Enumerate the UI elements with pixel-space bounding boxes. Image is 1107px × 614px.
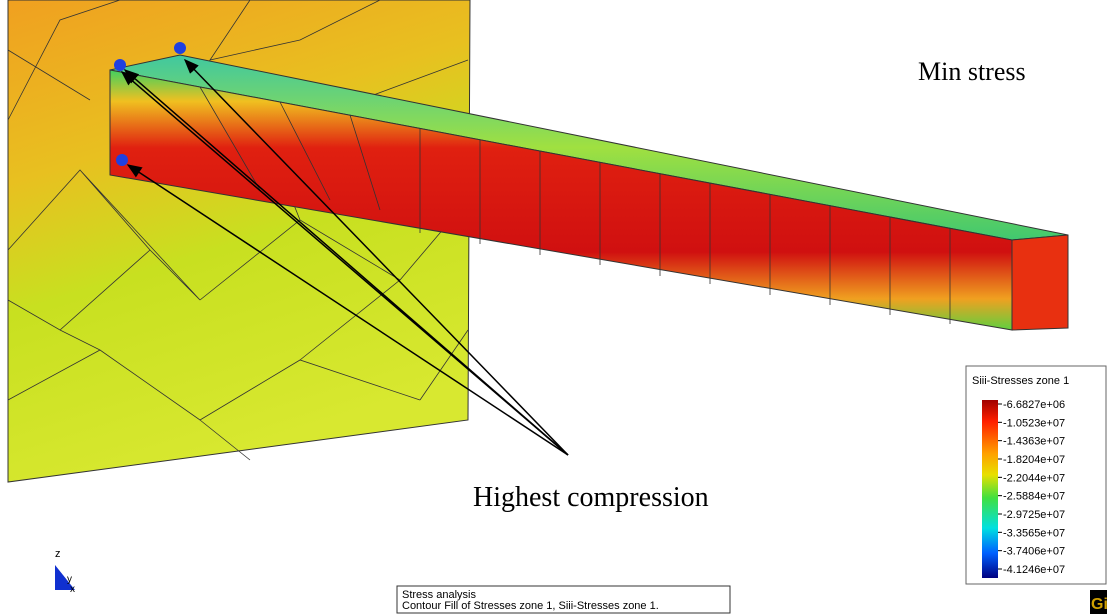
legend-label: -6.6827e+06 [1003, 399, 1065, 411]
info-text: Contour Fill of Stresses zone 1, Siii-St… [402, 600, 659, 612]
hotspot [174, 42, 186, 54]
legend-label: -1.0523e+07 [1003, 417, 1065, 429]
axis-triad: z y x [55, 548, 75, 595]
legend-label: -3.3565e+07 [1003, 527, 1065, 539]
logo: Gi [1091, 596, 1107, 613]
axis-label: x [70, 584, 75, 595]
annotation: Highest compression [473, 482, 709, 513]
color-bar [982, 400, 998, 578]
legend-label: -3.7406e+07 [1003, 546, 1065, 558]
legend: Siii-Stresses zone 1 -6.6827e+06 -1.0523e… [966, 366, 1106, 584]
viewport: Min stress Highest compression z y x Sii… [0, 0, 1107, 614]
legend-label: -1.4363e+07 [1003, 436, 1065, 448]
info-box: Stress analysis Contour Fill of Stresses… [397, 586, 730, 613]
legend-label: -1.8204e+07 [1003, 454, 1065, 466]
hotspot [116, 154, 128, 166]
legend-label: -2.2044e+07 [1003, 472, 1065, 484]
annotation: Min stress [918, 57, 1026, 86]
axis-label: z [55, 548, 61, 560]
legend-title: Siii-Stresses zone 1 [972, 375, 1069, 387]
legend-label: -2.9725e+07 [1003, 509, 1065, 521]
hotspot [114, 59, 126, 71]
legend-label: -4.1246e+07 [1003, 564, 1065, 576]
page: Min stress Highest compression z y x Sii… [0, 0, 1107, 614]
beam-end [1012, 235, 1068, 330]
model [8, 0, 1068, 482]
legend-label: -2.5884e+07 [1003, 491, 1065, 503]
